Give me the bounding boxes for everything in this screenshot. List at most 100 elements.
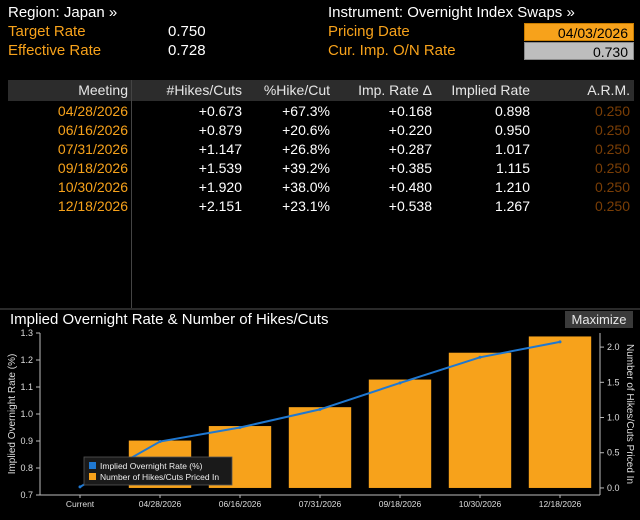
- x-tick-label: 10/30/2026: [459, 499, 502, 509]
- x-tick-label: 04/28/2026: [139, 499, 182, 509]
- x-tick-label: 06/16/2026: [219, 499, 262, 509]
- meeting-date: 06/16/2026: [57, 122, 128, 138]
- table-row[interactable]: 06/16/2026 +0.879 +20.6% +0.220 0.950 0.…: [8, 121, 634, 140]
- col-implied-rate[interactable]: Implied Rate: [451, 82, 530, 98]
- chart-area: 0.7 0.8 0.9 1.0 1.1 1.2 1.3 0.0 0.5 1.0 1.5 2.0 Curr…: [0, 328, 640, 515]
- imp-rate-delta-value: +0.168: [388, 103, 432, 119]
- instrument-selector[interactable]: Instrument: Overnight Index Swaps »: [328, 4, 575, 21]
- column-divider: [131, 80, 132, 308]
- chart-title: Implied Overnight Rate & Number of Hikes…: [10, 311, 329, 328]
- line-point: [318, 407, 322, 411]
- effective-rate-label: Effective Rate: [8, 42, 102, 59]
- imp-rate-delta-value: +0.220: [388, 122, 432, 138]
- pct-hike-cut-value: +67.3%: [282, 103, 330, 119]
- y-tick-label-left: 0.8: [20, 463, 33, 473]
- meeting-date: 10/30/2026: [57, 179, 128, 195]
- table-row[interactable]: 12/18/2026 +2.151 +23.1% +0.538 1.267 0.…: [8, 197, 634, 216]
- header-panel: Region: Japan » Instrument: Overnight In…: [0, 0, 640, 64]
- bar: [368, 379, 432, 488]
- table-row[interactable]: 07/31/2026 +1.147 +26.8% +0.287 1.017 0.…: [8, 140, 634, 159]
- implied-rate-value: 0.950: [494, 122, 530, 138]
- col-meeting[interactable]: Meeting: [78, 82, 128, 98]
- bar: [448, 352, 512, 488]
- target-rate-value: 0.750: [168, 23, 206, 40]
- bar: [288, 407, 352, 488]
- y-tick-label-left: 1.3: [20, 329, 33, 338]
- y-tick-label-left: 0.9: [20, 436, 33, 446]
- line-point: [398, 381, 402, 385]
- pct-hike-cut-value: +23.1%: [282, 198, 330, 214]
- hikes-cuts-value: +1.147: [198, 141, 242, 157]
- pct-hike-cut-value: +26.8%: [282, 141, 330, 157]
- col-arm[interactable]: A.R.M.: [587, 82, 630, 98]
- col-pct-hike-cut[interactable]: %Hike/Cut: [263, 82, 330, 98]
- line-point: [158, 440, 162, 444]
- arm-value: 0.250: [594, 103, 630, 119]
- implied-rate-value: 1.115: [496, 160, 530, 176]
- legend-label-line: Implied Overnight Rate (%): [100, 461, 203, 471]
- hikes-cuts-value: +2.151: [198, 198, 242, 214]
- meeting-date: 12/18/2026: [57, 198, 128, 214]
- table-row[interactable]: 10/30/2026 +1.920 +38.0% +0.480 1.210 0.…: [8, 178, 634, 197]
- implied-rate-value: 1.017: [494, 141, 530, 157]
- cur-imp-rate-field[interactable]: 0.730: [524, 42, 634, 60]
- x-tick-label: 07/31/2026: [299, 499, 342, 509]
- panel-divider: [0, 308, 640, 310]
- maximize-button[interactable]: Maximize: [565, 311, 633, 328]
- bar: [528, 336, 592, 488]
- y-tick-label-left: 1.1: [20, 382, 33, 392]
- pct-hike-cut-value: +39.2%: [282, 160, 330, 176]
- col-hikes-cuts[interactable]: #Hikes/Cuts: [166, 82, 242, 98]
- imp-rate-delta-value: +0.480: [388, 179, 432, 195]
- pricing-date-label: Pricing Date: [328, 23, 410, 40]
- pct-hike-cut-value: +38.0%: [282, 179, 330, 195]
- hikes-cuts-value: +1.539: [198, 160, 242, 176]
- y-tick-label-right: 0.0: [607, 483, 620, 493]
- hikes-cuts-value: +0.673: [198, 103, 242, 119]
- imp-rate-delta-value: +0.385: [388, 160, 432, 176]
- meeting-date: 04/28/2026: [57, 103, 128, 119]
- arm-value: 0.250: [594, 179, 630, 195]
- rate-table: Meeting #Hikes/Cuts %Hike/Cut Imp. Rate …: [8, 80, 634, 308]
- y-tick-label-right: 1.0: [607, 413, 620, 423]
- table-row[interactable]: 04/28/2026 +0.673 +67.3% +0.168 0.898 0.…: [8, 102, 634, 121]
- table-header: Meeting #Hikes/Cuts %Hike/Cut Imp. Rate …: [8, 80, 634, 101]
- y-tick-label-right: 2.0: [607, 342, 620, 352]
- imp-rate-delta-value: +0.287: [388, 141, 432, 157]
- legend-swatch-line: [89, 462, 96, 469]
- y-tick-label-left: 0.7: [20, 490, 33, 500]
- y-axis-label-right: Number of Hikes/Cuts Priced In: [624, 344, 635, 484]
- meeting-date: 07/31/2026: [57, 141, 128, 157]
- pct-hike-cut-value: +20.6%: [282, 122, 330, 138]
- implied-rate-chart: 0.7 0.8 0.9 1.0 1.1 1.2 1.3 0.0 0.5 1.0 1.5 2.0 Curr…: [7, 328, 635, 509]
- hikes-cuts-value: +1.920: [198, 179, 242, 195]
- y-tick-label-right: 1.5: [607, 377, 620, 387]
- col-imp-rate-delta[interactable]: Imp. Rate Δ: [358, 82, 432, 98]
- arm-value: 0.250: [594, 198, 630, 214]
- implied-rate-value: 0.898: [494, 103, 530, 119]
- region-selector[interactable]: Region: Japan »: [8, 4, 118, 21]
- pricing-date-field[interactable]: 04/03/2026: [524, 23, 634, 41]
- y-tick-label-right: 0.5: [607, 448, 620, 458]
- meeting-date: 09/18/2026: [57, 160, 128, 176]
- legend-box: [83, 456, 233, 486]
- line-point: [78, 485, 82, 489]
- arm-value: 0.250: [594, 122, 630, 138]
- hikes-cuts-value: +0.879: [198, 122, 242, 138]
- x-tick-label: Current: [66, 499, 95, 509]
- line-point: [238, 426, 242, 429]
- legend-swatch-bar: [89, 473, 96, 480]
- implied-rate-value: 1.210: [494, 179, 530, 195]
- x-tick-label: 09/18/2026: [379, 499, 422, 509]
- x-tick-label: 12/18/2026: [539, 499, 582, 509]
- y-axis-label-left: Implied Overnight Rate (%): [7, 354, 18, 475]
- y-tick-label-left: 1.2: [20, 355, 33, 365]
- cur-imp-rate-label: Cur. Imp. O/N Rate: [328, 42, 456, 59]
- legend-label-bar: Number of Hikes/Cuts Priced In: [100, 472, 219, 482]
- effective-rate-value: 0.728: [168, 42, 206, 59]
- imp-rate-delta-value: +0.538: [388, 198, 432, 214]
- line-point: [558, 340, 562, 344]
- table-row[interactable]: 09/18/2026 +1.539 +39.2% +0.385 1.115 0.…: [8, 159, 634, 178]
- line-point: [478, 355, 482, 359]
- target-rate-label: Target Rate: [8, 23, 86, 40]
